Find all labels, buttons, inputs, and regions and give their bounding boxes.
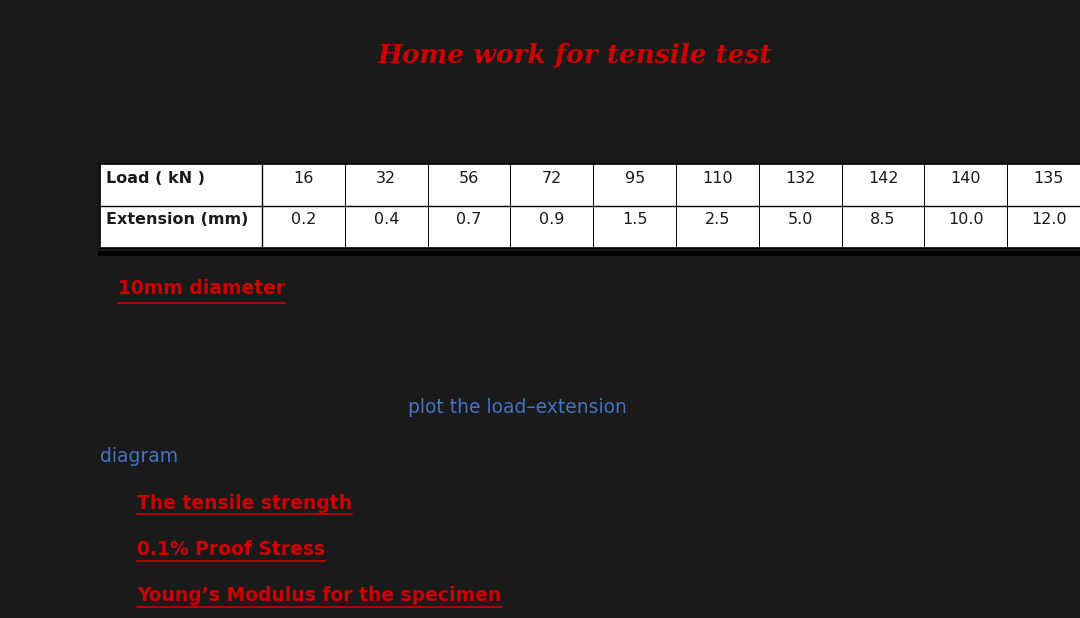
Text: 56: 56: [459, 171, 480, 186]
Text: Load ( kN ): Load ( kN ): [106, 171, 204, 186]
Text: 72: 72: [542, 171, 562, 186]
Text: 0.7: 0.7: [457, 212, 482, 227]
Text: 110: 110: [702, 171, 733, 186]
Text: 135: 135: [1034, 171, 1064, 186]
Text: 0.9: 0.9: [539, 212, 565, 227]
Text: 132: 132: [785, 171, 815, 186]
Text: plot the load–extension: plot the load–extension: [408, 398, 627, 417]
Text: 0.1% Proof Stress: 0.1% Proof Stress: [137, 540, 325, 559]
Text: 0.4: 0.4: [374, 212, 399, 227]
Text: gauge length 60mm: gauge length 60mm: [333, 279, 544, 298]
Text: Extension (mm): Extension (mm): [106, 212, 248, 227]
Text: a: a: [100, 279, 118, 298]
Text: 142: 142: [868, 171, 899, 186]
Text: 8.5: 8.5: [870, 212, 895, 227]
Text: (1): (1): [100, 494, 137, 512]
Text: 10.0: 10.0: [948, 212, 984, 227]
Text: (2): (2): [100, 540, 137, 559]
Text: and: and: [285, 279, 333, 298]
Text: 0.2: 0.2: [291, 212, 316, 227]
Text: The tensile strength: The tensile strength: [137, 494, 352, 512]
Text: .: .: [544, 279, 551, 298]
Text: 10mm diameter: 10mm diameter: [118, 279, 285, 298]
Text: 5.0: 5.0: [787, 212, 813, 227]
Text: Young’s Modulus for the specimen: Young’s Modulus for the specimen: [137, 586, 501, 605]
Text: diagram: diagram: [100, 447, 178, 466]
Text: Home work for tensile test: Home work for tensile test: [378, 43, 772, 68]
Text: (3): (3): [100, 586, 137, 605]
Text: 16: 16: [294, 171, 313, 186]
Text: Using the graph paper supplied,: Using the graph paper supplied,: [100, 398, 408, 417]
Text: 140: 140: [950, 171, 981, 186]
Text: 12.0: 12.0: [1031, 212, 1067, 227]
Text: 32: 32: [376, 171, 396, 186]
Text: 2.5: 2.5: [705, 212, 730, 227]
Bar: [100, 164, 1080, 248]
Text: The following data was obtained from a tensile test on: The following data was obtained from a t…: [100, 130, 611, 149]
Text: 95: 95: [624, 171, 645, 186]
Text: 1.5: 1.5: [622, 212, 647, 227]
Text: and determine:: and determine:: [178, 447, 329, 466]
